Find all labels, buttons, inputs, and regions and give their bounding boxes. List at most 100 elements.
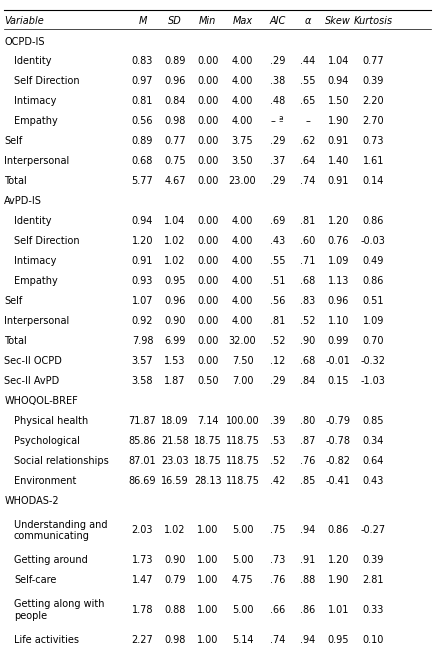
Text: Min: Min: [199, 16, 216, 26]
Text: 7.00: 7.00: [231, 376, 253, 386]
Text: 0.64: 0.64: [362, 455, 383, 466]
Text: Kurtosis: Kurtosis: [353, 16, 392, 26]
Text: .81: .81: [299, 216, 315, 226]
Text: 0.94: 0.94: [327, 76, 348, 87]
Text: .68: .68: [299, 276, 315, 286]
Text: 3.75: 3.75: [231, 136, 253, 146]
Text: 18.75: 18.75: [194, 435, 221, 446]
Text: 1.13: 1.13: [327, 276, 348, 286]
Text: .71: .71: [299, 256, 315, 266]
Text: Psychological: Psychological: [14, 435, 79, 446]
Text: 0.00: 0.00: [197, 276, 218, 286]
Text: 1.40: 1.40: [327, 156, 348, 166]
Text: 0.49: 0.49: [362, 256, 383, 266]
Text: 118.75: 118.75: [225, 435, 259, 446]
Text: 0.75: 0.75: [164, 156, 185, 166]
Text: Interpersonal: Interpersonal: [4, 316, 69, 326]
Text: .55: .55: [299, 76, 315, 87]
Text: 0.00: 0.00: [197, 336, 218, 346]
Text: 86.69: 86.69: [128, 475, 156, 486]
Text: 0.50: 0.50: [197, 376, 218, 386]
Text: 0.95: 0.95: [164, 276, 185, 286]
Text: 4.00: 4.00: [231, 216, 253, 226]
Text: 0.00: 0.00: [197, 176, 218, 186]
Text: -0.27: -0.27: [360, 525, 385, 536]
Text: 6.99: 6.99: [164, 336, 185, 346]
Text: 0.43: 0.43: [362, 475, 383, 486]
Text: .91: .91: [299, 556, 315, 565]
Text: 1.04: 1.04: [327, 56, 348, 67]
Text: .44: .44: [299, 56, 315, 67]
Text: 1.50: 1.50: [327, 96, 348, 107]
Text: 5.14: 5.14: [231, 635, 253, 645]
Text: 0.68: 0.68: [132, 156, 153, 166]
Text: 0.81: 0.81: [132, 96, 153, 107]
Text: .42: .42: [269, 475, 284, 486]
Text: 4.00: 4.00: [231, 276, 253, 286]
Text: 4.00: 4.00: [231, 236, 253, 246]
Text: 5.00: 5.00: [231, 605, 253, 615]
Text: 0.91: 0.91: [327, 176, 348, 186]
Text: 0.94: 0.94: [132, 216, 153, 226]
Text: 0.00: 0.00: [197, 356, 218, 366]
Text: 23.03: 23.03: [161, 455, 188, 466]
Text: .86: .86: [299, 605, 315, 615]
Text: .73: .73: [269, 556, 284, 565]
Text: 0.98: 0.98: [164, 116, 185, 127]
Text: Self: Self: [4, 136, 23, 146]
Text: .39: .39: [269, 415, 284, 426]
Text: -1.03: -1.03: [360, 376, 385, 386]
Text: 1.20: 1.20: [327, 216, 348, 226]
Text: 85.86: 85.86: [128, 435, 156, 446]
Text: Self Direction: Self Direction: [14, 236, 79, 246]
Text: .94: .94: [299, 635, 315, 645]
Text: 28.13: 28.13: [194, 475, 221, 486]
Text: Empathy: Empathy: [14, 276, 58, 286]
Text: 32.00: 32.00: [228, 336, 256, 346]
Text: AIC: AIC: [269, 16, 285, 26]
Text: 0.70: 0.70: [362, 336, 383, 346]
Text: WHOQOL-BREF: WHOQOL-BREF: [4, 396, 78, 406]
Text: 0.00: 0.00: [197, 316, 218, 326]
Text: .88: .88: [299, 576, 315, 585]
Text: 0.96: 0.96: [327, 296, 348, 306]
Text: 4.00: 4.00: [231, 56, 253, 67]
Text: .29: .29: [269, 176, 284, 186]
Text: OCPD-IS: OCPD-IS: [4, 37, 45, 47]
Text: 2.70: 2.70: [362, 116, 383, 127]
Text: 1.87: 1.87: [164, 376, 185, 386]
Text: 0.39: 0.39: [362, 76, 383, 87]
Text: Total: Total: [4, 176, 27, 186]
Text: 0.96: 0.96: [164, 296, 185, 306]
Text: 3.50: 3.50: [231, 156, 253, 166]
Text: .29: .29: [269, 56, 284, 67]
Text: 1.78: 1.78: [132, 605, 153, 615]
Text: 0.10: 0.10: [362, 635, 383, 645]
Text: .52: .52: [269, 455, 284, 466]
Text: 5.00: 5.00: [231, 525, 253, 536]
Text: 0.39: 0.39: [362, 556, 383, 565]
Text: Environment: Environment: [14, 475, 76, 486]
Text: 1.90: 1.90: [327, 116, 348, 127]
Text: Sec-II AvPD: Sec-II AvPD: [4, 376, 59, 386]
Text: 100.00: 100.00: [225, 415, 259, 426]
Text: .84: .84: [299, 376, 315, 386]
Text: 0.86: 0.86: [362, 216, 383, 226]
Text: Variable: Variable: [4, 16, 44, 26]
Text: Self Direction: Self Direction: [14, 76, 79, 87]
Text: 0.00: 0.00: [197, 296, 218, 306]
Text: 0.51: 0.51: [362, 296, 383, 306]
Text: 16.59: 16.59: [161, 475, 188, 486]
Text: 1.53: 1.53: [164, 356, 185, 366]
Text: .75: .75: [269, 525, 284, 536]
Text: .90: .90: [299, 336, 315, 346]
Text: 3.58: 3.58: [132, 376, 153, 386]
Text: 23.00: 23.00: [228, 176, 256, 186]
Text: 0.97: 0.97: [132, 76, 153, 87]
Text: 0.89: 0.89: [132, 136, 153, 146]
Text: Interpersonal: Interpersonal: [4, 156, 69, 166]
Text: 0.14: 0.14: [362, 176, 383, 186]
Text: 0.85: 0.85: [362, 415, 383, 426]
Text: .76: .76: [299, 455, 315, 466]
Text: .74: .74: [299, 176, 315, 186]
